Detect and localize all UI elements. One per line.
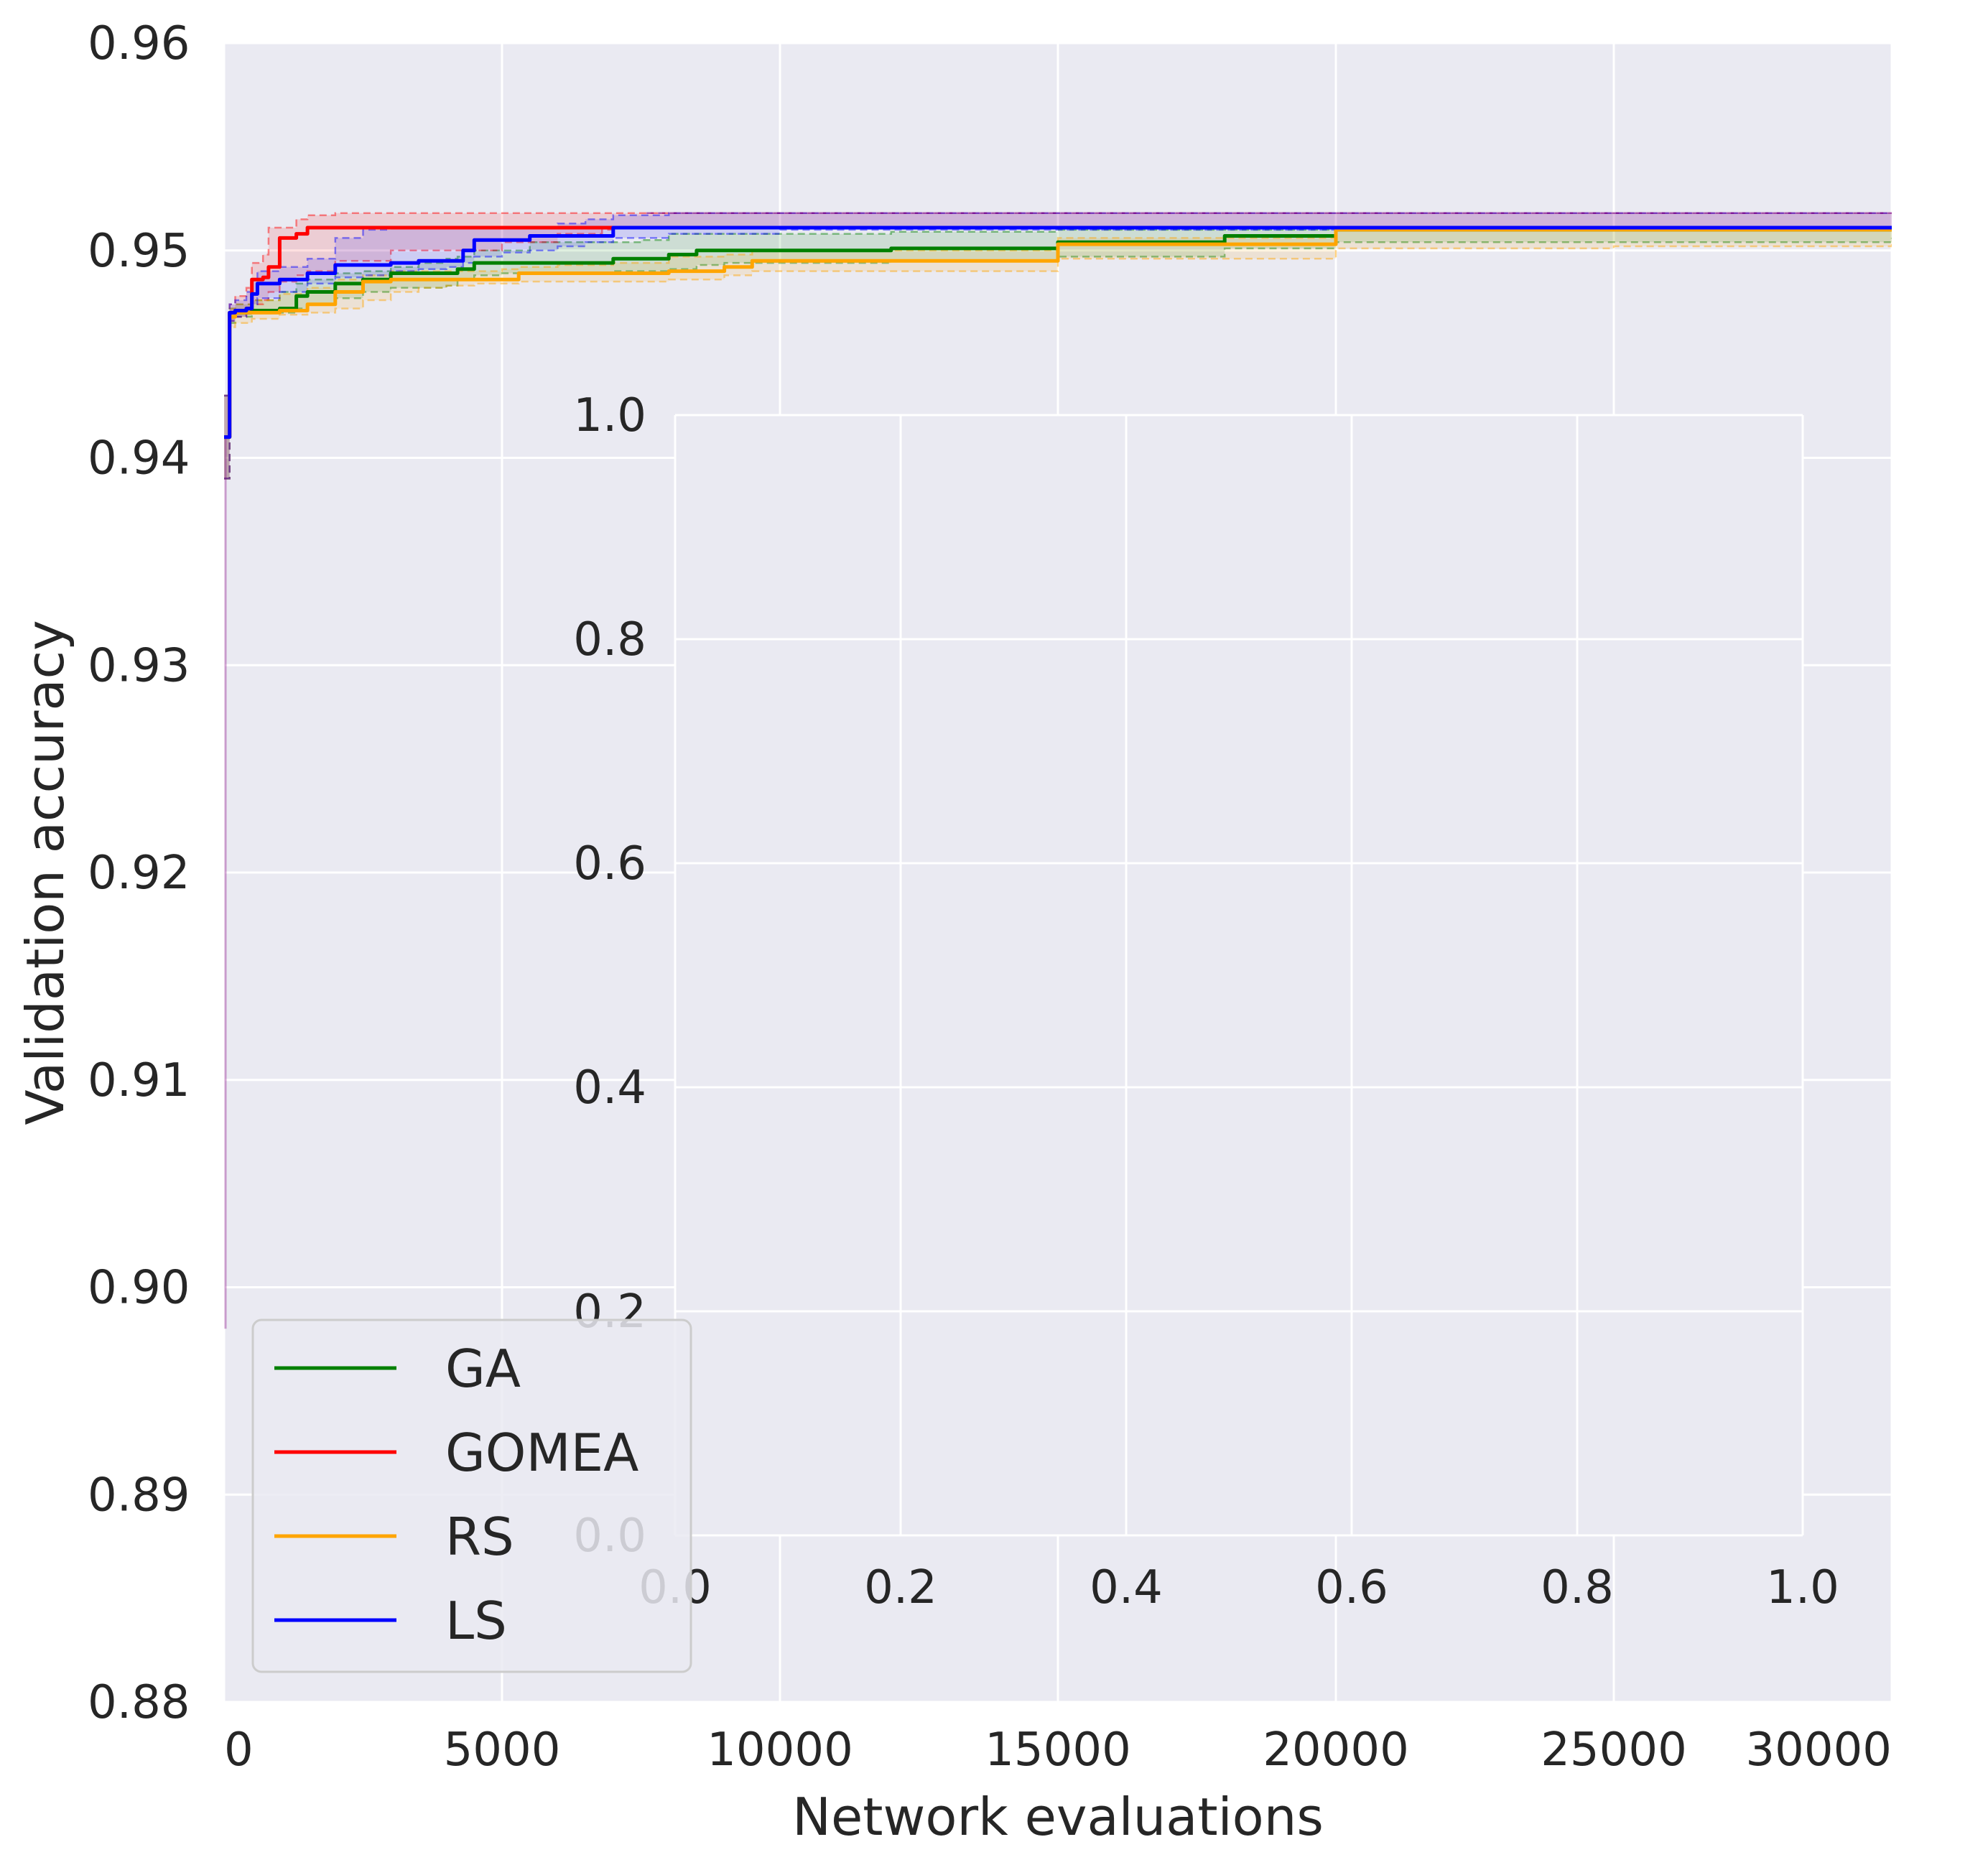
ls-upper-bound-line (224, 212, 1892, 397)
y-axis-label: Validation accuracy (15, 620, 75, 1125)
main-x-tick-label: 0 (224, 1724, 254, 1777)
main-y-tick-label: 0.93 (88, 639, 190, 692)
main-x-tick-labels: 0 5000 10000 15000 20000 25000 30000 (224, 1724, 1892, 1777)
main-y-tick-label: 0.89 (88, 1469, 190, 1522)
ga-series-line (224, 228, 1892, 439)
inset-grid (674, 414, 1804, 1537)
legend-ls-label: LS (445, 1591, 507, 1651)
legend-rs-label: RS (445, 1507, 514, 1567)
inset-y-tick-label: 0.4 (573, 1061, 646, 1115)
legend-ga-label: GA (445, 1339, 521, 1399)
main-y-tick-label: 0.96 (88, 17, 190, 70)
rs-series-line (224, 228, 1892, 439)
main-x-tick-label: 20000 (1263, 1724, 1409, 1777)
main-confidence-bands (224, 212, 1892, 480)
inset-x-tick-label: 0.4 (1090, 1561, 1163, 1614)
legend-gomea-label: GOMEA (445, 1423, 638, 1483)
main-y-tick-label: 0.94 (88, 432, 190, 485)
main-x-tick-label: 30000 (1745, 1724, 1892, 1777)
x-axis-label: Network evaluations (792, 1787, 1324, 1847)
main-y-tick-labels: 0.88 0.89 0.90 0.91 0.92 0.93 0.94 0.95 0.96 (88, 17, 190, 1729)
inset-x-tick-label: 0.6 (1315, 1561, 1388, 1614)
main-x-tick-label: 5000 (444, 1724, 561, 1777)
inset-y-tick-label: 1.0 (573, 389, 646, 442)
ls-series-line (224, 225, 1892, 439)
main-y-tick-label: 0.88 (88, 1676, 190, 1729)
main-y-tick-label: 0.92 (88, 847, 190, 900)
inset-x-tick-label: 0.8 (1541, 1561, 1614, 1614)
ga-upper-bound-line (224, 228, 1892, 397)
legend-box (251, 1318, 692, 1673)
inset-x-tick-label: 0.2 (864, 1561, 937, 1614)
inset-x-tick-label: 1.0 (1766, 1561, 1839, 1614)
main-series-lines (224, 212, 1892, 1329)
inset-plot-area (675, 415, 1803, 1535)
main-y-tick-label: 0.95 (88, 225, 190, 278)
gomea-lower-bound-line (224, 226, 1892, 480)
inset-y-tick-label: 0.8 (573, 613, 646, 666)
inset-y-tick-label: 0.6 (573, 837, 646, 890)
main-y-tick-label: 0.90 (88, 1262, 190, 1315)
main-x-tick-label: 10000 (707, 1724, 853, 1777)
ls-confidence-band (224, 213, 1892, 479)
legend: GA GOMEA RS LS (251, 1318, 692, 1673)
main-x-tick-label: 15000 (985, 1724, 1131, 1777)
rs-lower-bound-line (224, 244, 1892, 480)
gomea-upper-bound-line (224, 212, 1892, 397)
main-y-tick-label: 0.91 (88, 1054, 190, 1107)
gomea-confidence-band (224, 213, 1892, 479)
main-x-tick-label: 25000 (1541, 1724, 1687, 1777)
